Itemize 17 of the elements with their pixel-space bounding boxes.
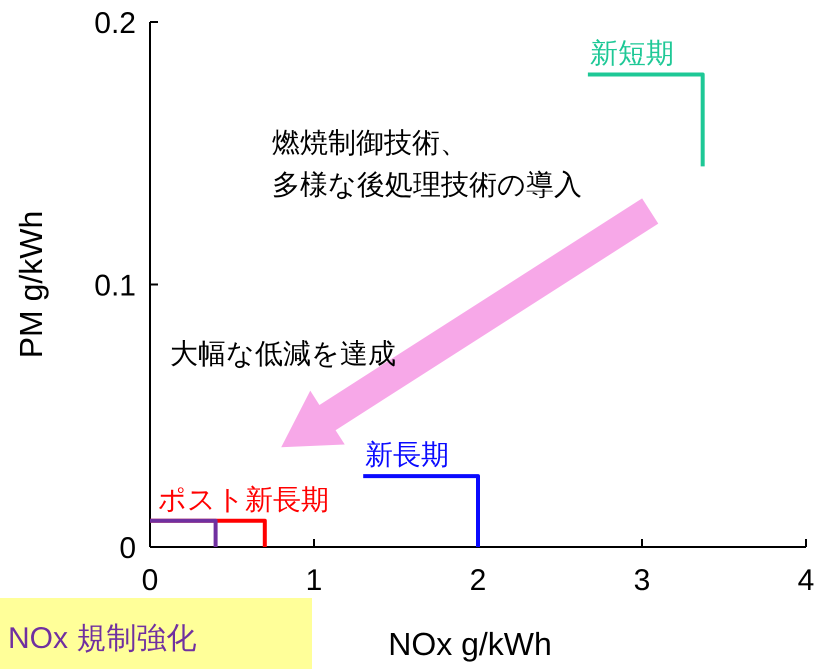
annotation: 燃焼制御技術、 xyxy=(272,127,468,158)
series-label: 新長期 xyxy=(365,439,450,470)
y-tick-label: 0.2 xyxy=(94,7,136,40)
x-axis-title: NOx g/kWh xyxy=(388,626,552,662)
y-tick-label: 0.1 xyxy=(94,270,136,302)
x-tick-label: 2 xyxy=(470,564,486,597)
y-tick-label: 0 xyxy=(119,532,136,565)
y-axis-title: PM g/kWh xyxy=(13,210,49,358)
x-tick-label: 0 xyxy=(142,564,158,597)
x-tick-label: 1 xyxy=(306,564,322,597)
annotation: 多様な後処理技術の導入 xyxy=(272,169,582,200)
x-tick-label: 3 xyxy=(634,564,650,597)
text: NOx 規制強化 xyxy=(8,622,196,655)
series-label: 新短期 xyxy=(590,38,674,68)
annotation: 大幅な低減を達成 xyxy=(170,338,396,369)
series-label: ポスト新長期 xyxy=(158,484,329,515)
x-tick-label: 4 xyxy=(798,564,814,597)
